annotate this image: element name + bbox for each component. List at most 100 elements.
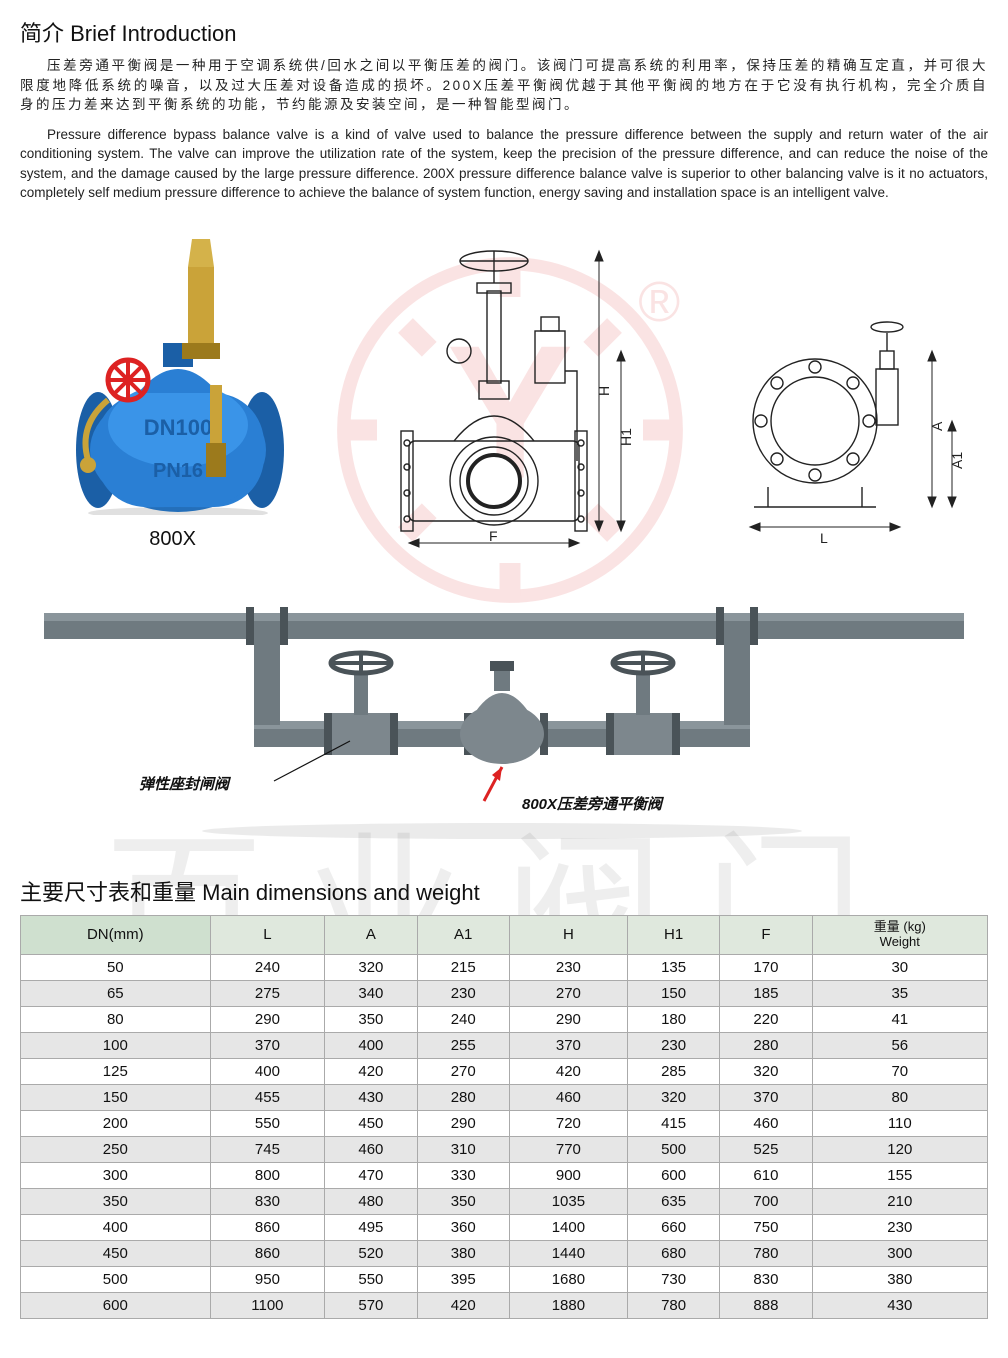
table-header: F <box>720 915 812 954</box>
table-cell: 270 <box>509 980 627 1006</box>
table-cell: 830 <box>720 1266 812 1292</box>
product-caption: 800X <box>38 528 308 551</box>
table-cell: 860 <box>210 1240 325 1266</box>
table-cell: 430 <box>812 1292 987 1318</box>
table-cell: 950 <box>210 1266 325 1292</box>
svg-text:DN100: DN100 <box>143 415 211 440</box>
table-cell: 400 <box>325 1032 417 1058</box>
table-cell: 125 <box>21 1058 211 1084</box>
table-cell: 330 <box>417 1162 509 1188</box>
table-cell: 230 <box>417 980 509 1006</box>
table-cell: 550 <box>210 1110 325 1136</box>
table-cell: 150 <box>627 980 719 1006</box>
table-cell: 300 <box>812 1240 987 1266</box>
table-cell: 780 <box>720 1240 812 1266</box>
table-cell: 720 <box>509 1110 627 1136</box>
table-cell: 400 <box>210 1058 325 1084</box>
table-cell: 240 <box>417 1006 509 1032</box>
table-row: 6527534023027015018535 <box>21 980 988 1006</box>
balance-valve <box>460 661 544 764</box>
table-cell: 320 <box>720 1058 812 1084</box>
table-cell: 290 <box>210 1006 325 1032</box>
table-cell: 70 <box>812 1058 987 1084</box>
table-cell: 420 <box>417 1292 509 1318</box>
table-cell: 290 <box>509 1006 627 1032</box>
table-cell: 230 <box>509 954 627 980</box>
table-cell: 460 <box>720 1110 812 1136</box>
table-row: 60011005704201880780888430 <box>21 1292 988 1318</box>
intro-text-cn: 压差旁通平衡阀是一种用于空调系统供/回水之间以平衡压差的阀门。该阀门可提高系统的… <box>20 56 988 115</box>
table-cell: 495 <box>325 1214 417 1240</box>
table-cell: 30 <box>812 954 987 980</box>
table-cell: 450 <box>21 1240 211 1266</box>
table-cell: 1100 <box>210 1292 325 1318</box>
table-cell: 450 <box>325 1110 417 1136</box>
table-cell: 380 <box>812 1266 987 1292</box>
table-row: 200550450290720415460110 <box>21 1110 988 1136</box>
table-cell: 180 <box>627 1006 719 1032</box>
svg-text:A: A <box>929 421 945 431</box>
table-cell: 275 <box>210 980 325 1006</box>
table-cell: 830 <box>210 1188 325 1214</box>
table-cell: 570 <box>325 1292 417 1318</box>
table-cell: 780 <box>627 1292 719 1318</box>
table-cell: 155 <box>812 1162 987 1188</box>
table-header: 重量 (kg)Weight <box>812 915 987 954</box>
table-cell: 680 <box>627 1240 719 1266</box>
table-cell: 320 <box>627 1084 719 1110</box>
table-cell: 270 <box>417 1058 509 1084</box>
figure-row: DN100 PN16 <box>20 221 988 551</box>
table-header: A <box>325 915 417 954</box>
table-cell: 56 <box>812 1032 987 1058</box>
table-cell: 41 <box>812 1006 987 1032</box>
table-cell: 600 <box>627 1162 719 1188</box>
table-cell: 430 <box>325 1084 417 1110</box>
table-header: DN(mm) <box>21 915 211 954</box>
svg-text:H: H <box>596 386 612 396</box>
table-cell: 1680 <box>509 1266 627 1292</box>
table-cell: 635 <box>627 1188 719 1214</box>
table-cell: 240 <box>210 954 325 980</box>
table-cell: 65 <box>21 980 211 1006</box>
table-cell: 420 <box>325 1058 417 1084</box>
table-cell: 120 <box>812 1136 987 1162</box>
table-row: 5009505503951680730830380 <box>21 1266 988 1292</box>
table-cell: 200 <box>21 1110 211 1136</box>
table-cell: 185 <box>720 980 812 1006</box>
gate-valve-right <box>613 653 673 755</box>
table-cell: 80 <box>812 1084 987 1110</box>
table-cell: 100 <box>21 1032 211 1058</box>
table-cell: 660 <box>627 1214 719 1240</box>
table-cell: 150 <box>21 1084 211 1110</box>
dimensions-table: DN(mm)LAA1HH1F重量 (kg)Weight 502403202152… <box>20 915 988 1319</box>
intro-title: 简介 Brief Introduction <box>20 16 988 48</box>
table-cell: 800 <box>210 1162 325 1188</box>
table-row: 3508304803501035635700210 <box>21 1188 988 1214</box>
table-row: 15045543028046032037080 <box>21 1084 988 1110</box>
table-cell: 380 <box>417 1240 509 1266</box>
svg-text:L: L <box>820 530 828 546</box>
table-cell: 350 <box>417 1188 509 1214</box>
table-cell: 310 <box>417 1136 509 1162</box>
table-cell: 745 <box>210 1136 325 1162</box>
svg-text:PN16: PN16 <box>153 460 203 482</box>
table-cell: 350 <box>21 1188 211 1214</box>
table-row: 8029035024029018022041 <box>21 1006 988 1032</box>
gate-valve-left <box>331 653 391 755</box>
table-cell: 135 <box>627 954 719 980</box>
product-photo: DN100 PN16 <box>38 225 308 551</box>
table-cell: 35 <box>812 980 987 1006</box>
table-cell: 888 <box>720 1292 812 1318</box>
table-cell: 470 <box>325 1162 417 1188</box>
table-row: 10037040025537023028056 <box>21 1032 988 1058</box>
table-cell: 340 <box>325 980 417 1006</box>
table-cell: 395 <box>417 1266 509 1292</box>
table-header: H <box>509 915 627 954</box>
table-cell: 600 <box>21 1292 211 1318</box>
svg-text:A1: A1 <box>949 452 965 469</box>
table-cell: 370 <box>509 1032 627 1058</box>
table-cell: 220 <box>720 1006 812 1032</box>
table-cell: 370 <box>720 1084 812 1110</box>
table-cell: 1400 <box>509 1214 627 1240</box>
table-cell: 770 <box>509 1136 627 1162</box>
